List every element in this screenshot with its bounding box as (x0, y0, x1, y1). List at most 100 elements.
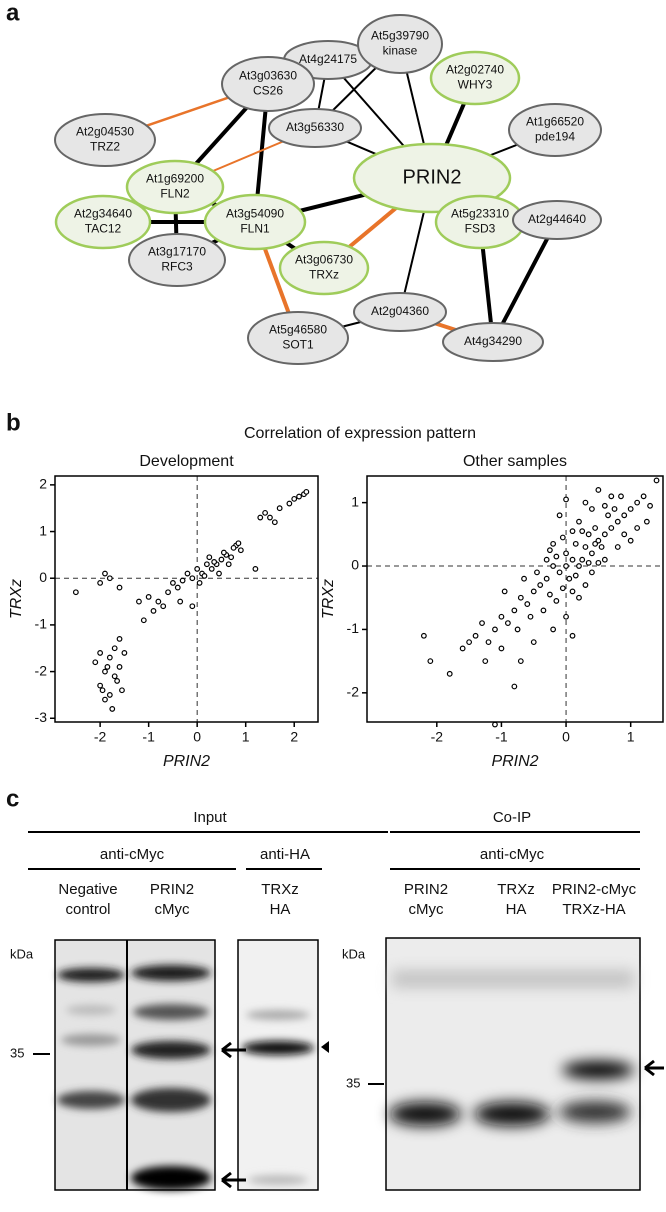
point (621, 531, 628, 538)
point (106, 575, 113, 582)
point (582, 499, 589, 506)
point (446, 670, 453, 677)
point (114, 678, 121, 684)
node (429, 50, 521, 106)
point (206, 554, 213, 561)
point (595, 537, 602, 544)
point (595, 559, 602, 566)
point (569, 588, 576, 595)
point (111, 645, 118, 652)
node-label: pde194 (535, 130, 575, 144)
node (442, 322, 544, 362)
point (563, 613, 569, 620)
band (248, 1175, 308, 1185)
node (125, 159, 225, 215)
point (517, 594, 524, 601)
point (517, 658, 524, 665)
point (291, 495, 298, 502)
point (566, 575, 573, 582)
node-label: FLN2 (160, 187, 190, 201)
point (286, 500, 293, 507)
point (621, 512, 628, 519)
point (102, 668, 108, 675)
x-tick-label: 1 (242, 729, 250, 745)
point (121, 650, 128, 656)
node-label: At3g56330 (286, 120, 344, 134)
node-label: FSD3 (465, 222, 496, 236)
unit: kDa (342, 946, 366, 961)
point (576, 518, 582, 525)
point (608, 493, 615, 500)
point (569, 556, 576, 563)
node-label: kinase (383, 44, 418, 58)
node (221, 56, 315, 112)
lane-label: PRIN2-cMyc (552, 881, 637, 898)
point (220, 549, 227, 556)
point (543, 575, 550, 582)
lane-label: cMyc (155, 901, 190, 918)
point (136, 598, 142, 605)
point (420, 632, 427, 639)
point (589, 506, 595, 512)
point (145, 593, 152, 600)
lane-label: control (65, 901, 110, 918)
lane-label: cMyc (409, 901, 444, 918)
point (194, 565, 201, 572)
lane-label: TRXz (261, 881, 299, 898)
y-axis-label: TRXz (8, 579, 25, 619)
point (498, 645, 505, 652)
point (576, 594, 582, 601)
point (116, 664, 123, 670)
node-label: At1g69200 (146, 172, 204, 186)
point (585, 531, 592, 538)
point (102, 696, 108, 703)
point (592, 525, 599, 531)
point (97, 579, 104, 586)
node-label: RFC3 (161, 260, 193, 274)
node-label: At5g39790 (371, 29, 429, 43)
point (589, 569, 595, 576)
point (601, 556, 608, 563)
arrow (221, 1171, 246, 1189)
point (595, 487, 602, 493)
lane-label: PRIN2 (150, 881, 194, 898)
node-label: At2g44640 (528, 212, 586, 226)
point (276, 505, 283, 512)
point (540, 607, 547, 614)
point (177, 598, 184, 605)
node-label: TRXz (309, 268, 339, 282)
point (203, 561, 210, 568)
point (208, 565, 215, 572)
point (189, 575, 196, 582)
point (556, 569, 563, 576)
point (106, 692, 113, 698)
point (563, 550, 569, 557)
x-tick-label: 1 (627, 729, 635, 745)
y-tick-label: -2 (347, 684, 360, 700)
point (116, 584, 123, 591)
point (627, 506, 634, 512)
band (57, 968, 125, 982)
node-label: CS26 (253, 84, 283, 98)
point (559, 585, 566, 592)
node-label: At2g04360 (371, 304, 429, 318)
point (579, 556, 586, 563)
node (247, 311, 349, 365)
point (534, 569, 540, 576)
point (106, 654, 113, 661)
point (459, 645, 466, 652)
node (278, 240, 370, 296)
marker: 35 (346, 1075, 360, 1090)
point (97, 682, 104, 689)
x-tick-label: -1 (495, 729, 508, 745)
x-tick-label: -1 (142, 729, 155, 745)
band (57, 1091, 125, 1109)
y-tick-label: 2 (39, 476, 47, 492)
arrowhead (321, 1041, 329, 1053)
point (140, 617, 147, 624)
node (54, 113, 156, 167)
unit: kDa (10, 946, 34, 961)
point (598, 544, 605, 550)
point (601, 502, 608, 509)
point (174, 584, 181, 591)
